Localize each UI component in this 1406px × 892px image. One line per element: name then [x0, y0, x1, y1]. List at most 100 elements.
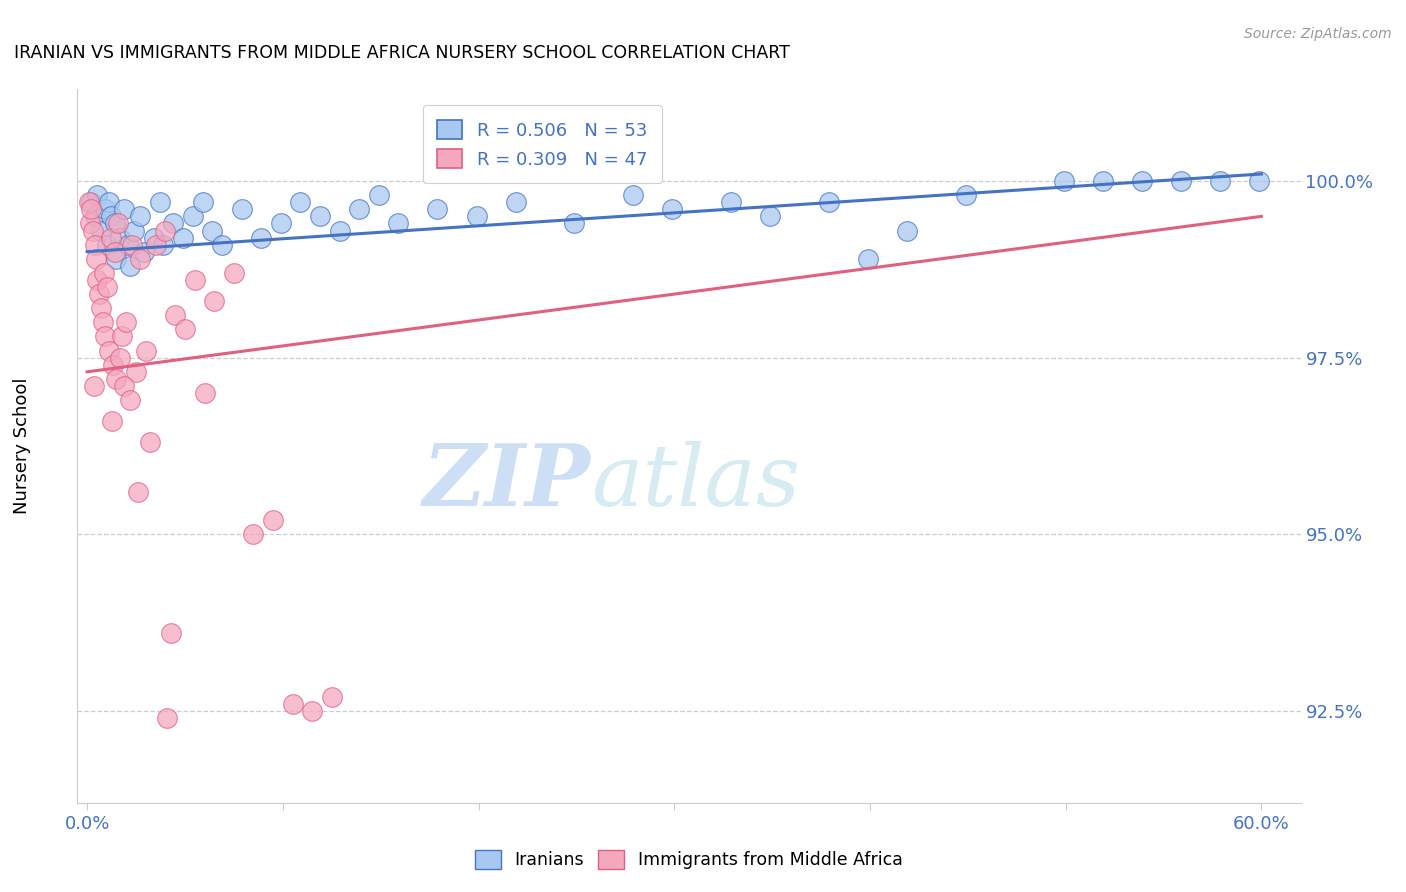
Point: [96, 280, 118, 294]
Point: [621, 188, 644, 202]
Point: [856, 252, 879, 266]
Point: [97, 343, 120, 358]
Point: [426, 202, 449, 217]
Point: [93, 329, 115, 343]
Point: [321, 690, 343, 704]
Point: [82, 223, 104, 237]
Point: [120, 259, 142, 273]
Point: [105, 372, 128, 386]
Point: [160, 626, 183, 640]
Point: [1249, 174, 1271, 188]
Point: [347, 202, 370, 217]
Point: [148, 195, 170, 210]
Text: Nursery School: Nursery School: [13, 377, 31, 515]
Point: [107, 216, 129, 230]
Point: [77, 195, 100, 210]
Point: [155, 223, 177, 237]
Point: [132, 244, 155, 259]
Point: [152, 237, 174, 252]
Point: [86, 273, 108, 287]
Point: [120, 393, 142, 408]
Point: [162, 216, 184, 230]
Point: [202, 294, 225, 309]
Point: [129, 252, 152, 266]
Point: [1170, 174, 1192, 188]
Point: [222, 266, 245, 280]
Point: [142, 230, 165, 244]
Point: [80, 195, 103, 210]
Point: [97, 195, 120, 210]
Point: [112, 202, 135, 217]
Point: [818, 195, 841, 210]
Point: [90, 301, 112, 316]
Point: [103, 216, 125, 230]
Point: [111, 329, 134, 343]
Point: [100, 414, 122, 428]
Point: [270, 216, 292, 230]
Point: [84, 252, 107, 266]
Point: [100, 210, 122, 224]
Point: [290, 195, 312, 210]
Point: [172, 230, 194, 244]
Point: [103, 244, 125, 259]
Point: [110, 230, 132, 244]
Point: [301, 704, 323, 718]
Point: [759, 210, 782, 224]
Point: [145, 237, 167, 252]
Point: [231, 202, 253, 217]
Point: [465, 210, 488, 224]
Point: [201, 223, 224, 237]
Point: [1130, 174, 1153, 188]
Point: [720, 195, 742, 210]
Point: [96, 237, 118, 252]
Point: [1209, 174, 1232, 188]
Text: IRANIAN VS IMMIGRANTS FROM MIDDLE AFRICA NURSERY SCHOOL CORRELATION CHART: IRANIAN VS IMMIGRANTS FROM MIDDLE AFRICA…: [14, 45, 790, 62]
Point: [367, 188, 389, 202]
Point: [93, 202, 115, 217]
Text: atlas: atlas: [591, 441, 800, 523]
Point: [112, 379, 135, 393]
Point: [91, 315, 114, 329]
Point: [125, 365, 148, 379]
Point: [156, 711, 179, 725]
Point: [129, 210, 152, 224]
Point: [127, 484, 149, 499]
Point: [191, 195, 214, 210]
Point: [387, 216, 409, 230]
Point: [101, 358, 124, 372]
Point: [115, 315, 138, 329]
Point: [329, 223, 352, 237]
Point: [122, 223, 145, 237]
Point: [84, 237, 107, 252]
Legend: Iranians, Immigrants from Middle Africa: Iranians, Immigrants from Middle Africa: [468, 843, 910, 876]
Point: [84, 210, 107, 224]
Point: [262, 513, 284, 527]
Point: [93, 266, 115, 280]
Point: [250, 230, 273, 244]
Point: [90, 223, 112, 237]
Point: [83, 379, 105, 393]
Point: [105, 252, 128, 266]
Text: Source: ZipAtlas.com: Source: ZipAtlas.com: [1244, 27, 1392, 41]
Point: [139, 435, 162, 450]
Point: [1053, 174, 1076, 188]
Point: [661, 202, 683, 217]
Point: [174, 322, 197, 336]
Point: [135, 343, 157, 358]
Point: [79, 216, 101, 230]
Point: [117, 237, 139, 252]
Text: ZIP: ZIP: [423, 440, 591, 524]
Point: [80, 202, 103, 217]
Point: [86, 188, 108, 202]
Point: [193, 386, 215, 401]
Point: [955, 188, 977, 202]
Point: [184, 273, 207, 287]
Point: [896, 223, 918, 237]
Point: [181, 210, 204, 224]
Point: [110, 351, 132, 365]
Point: [211, 237, 233, 252]
Point: [1091, 174, 1114, 188]
Point: [505, 195, 527, 210]
Point: [242, 527, 264, 541]
Point: [281, 697, 304, 711]
